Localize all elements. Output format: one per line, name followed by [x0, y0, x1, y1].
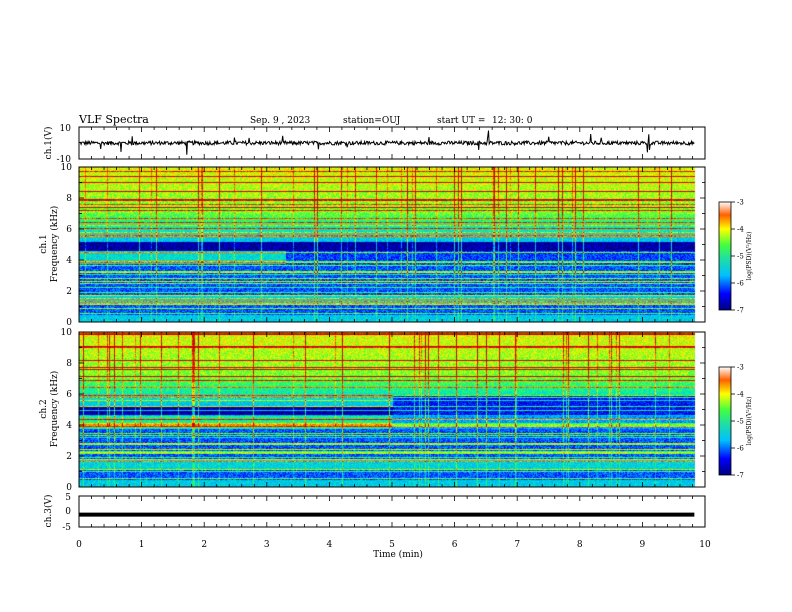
- ch3-waveform-panel: 5 0 -5 ch.3(V) 0 1 2 3 4 5 6 7 8 9 10 Time (min): [43, 493, 711, 560]
- x-tick-label: 7: [514, 540, 520, 550]
- x-tick-label: 1: [139, 540, 145, 550]
- x-tick-label: 10: [699, 540, 711, 550]
- ch1-colorbar-label: log(PSD)(V²/Hz): [746, 232, 753, 281]
- ch1-colorbar-tick-label: -4: [737, 226, 744, 234]
- ch1-colorbar-tick-label: -7: [737, 307, 744, 315]
- ch1-waveform-trace: [78, 130, 695, 155]
- x-tick-label: 9: [640, 540, 646, 550]
- ch3-ytick-middle: 0: [65, 507, 71, 517]
- ch1-spectrogram-ylabel: Frequency (kHz): [49, 206, 60, 283]
- ch3-waveform-ylabel: ch.3(V): [43, 495, 54, 528]
- x-tick-label: 0: [76, 540, 82, 550]
- ch1-spectrogram-ytick-label: 2: [66, 287, 72, 297]
- x-tick-label: 8: [577, 540, 583, 550]
- ch2-colorbar-tick-label: -3: [737, 364, 744, 372]
- x-tick-label: 3: [264, 540, 270, 550]
- ch2-spectrogram-ytick-label: 4: [66, 421, 72, 431]
- ch2-colorbar: [718, 366, 732, 476]
- ch2-colorbar-tick-label: -4: [737, 391, 744, 399]
- start-ut-label: start UT =: [437, 116, 485, 126]
- ch1-ytick-top: 10: [60, 124, 72, 134]
- ch1-waveform-panel: 10 -10 ch.1(V): [43, 124, 706, 165]
- x-tick-label: 2: [201, 540, 207, 550]
- ch1-spectrogram-ytick-label: 10: [61, 163, 73, 173]
- x-tick-label: 5: [389, 540, 395, 550]
- x-tick-label: 6: [452, 540, 458, 550]
- figure-title: VLF Spectra: [78, 113, 149, 126]
- date-label: Sep. 9 , 2023: [250, 116, 310, 126]
- ch3-ytick-bottom: -5: [62, 523, 71, 533]
- ch2-colorbar-tick-label: -7: [737, 472, 744, 480]
- start-ut-value: 12: 30: 0: [492, 116, 533, 126]
- ch1-colorbar: [718, 201, 732, 311]
- ch2-spectrogram-ytick-label: 2: [66, 452, 72, 462]
- ch1-ytick-bottom: -10: [57, 155, 72, 165]
- ch2-spectrogram-ylabel: Frequency (kHz): [49, 371, 60, 448]
- ch2-colorbar-tick-label: -6: [737, 445, 744, 453]
- ch2-spectrogram-ytick-label: 6: [66, 390, 72, 400]
- ch1-spectrogram-ytick-label: 0: [66, 318, 72, 328]
- ch1-spectrogram-heatmap: [79, 167, 705, 322]
- ch1-waveform-ylabel: ch.1(V): [43, 127, 54, 160]
- ch1-spectrogram-ytick-label: 8: [66, 194, 72, 204]
- ch2-spectrogram-ytick-label: 10: [61, 328, 73, 338]
- ch2-spectrogram-ytick-label: 8: [66, 359, 72, 369]
- x-axis-label: Time (min): [373, 549, 423, 560]
- ch2-colorbar-tick-label: -5: [737, 418, 744, 426]
- ch1-spectrogram-ytick-label: 6: [66, 225, 72, 235]
- ch1-colorbar-tick-label: -5: [737, 253, 744, 261]
- ch3-ytick-top: 5: [65, 493, 71, 503]
- ch1-colorbar-tick-label: -3: [737, 199, 744, 207]
- x-tick-label: 4: [327, 540, 333, 550]
- station-label: station=OUJ: [343, 116, 401, 126]
- ch2-spectrogram-channel-label: ch.2: [39, 399, 49, 418]
- ch1-spectrogram-channel-label: ch.1: [39, 234, 49, 253]
- ch2-colorbar-label: log(PSD)(V²/Hz): [746, 397, 753, 446]
- ch1-spectrogram-ytick-label: 4: [66, 256, 72, 266]
- ch2-spectrogram-ytick-label: 0: [66, 483, 72, 493]
- ch1-colorbar-tick-label: -6: [737, 280, 744, 288]
- ch2-spectrogram-heatmap: [79, 332, 705, 487]
